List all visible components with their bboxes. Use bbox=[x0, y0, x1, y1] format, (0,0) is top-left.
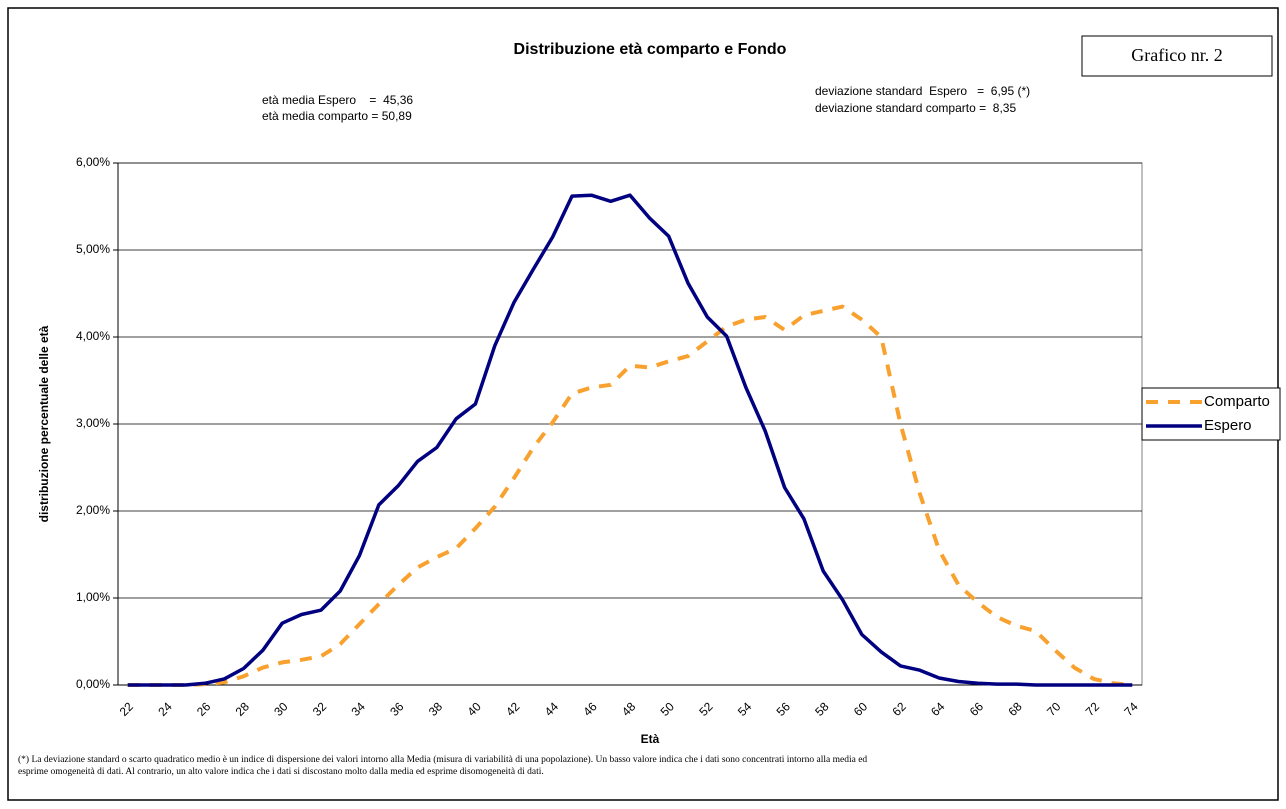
y-tick-label: 3,00% bbox=[76, 416, 110, 430]
chart-title: Distribuzione età comparto e Fondo bbox=[514, 41, 787, 58]
y-tick-label: 5,00% bbox=[76, 242, 110, 256]
annotation: età media Espero = 45,36 bbox=[262, 93, 413, 107]
x-axis-label: Età bbox=[641, 732, 660, 746]
badge: Grafico nr. 2 bbox=[1131, 45, 1222, 65]
y-tick-label: 0,00% bbox=[76, 677, 110, 691]
y-tick-label: 2,00% bbox=[76, 503, 110, 517]
footnote: esprime omogeneità di dati. Al contrario… bbox=[18, 767, 544, 777]
series-line bbox=[127, 193, 1133, 687]
legend-label: Espero bbox=[1204, 417, 1252, 434]
y-tick-label: 1,00% bbox=[76, 590, 110, 604]
y-tick-label: 6,00% bbox=[76, 155, 110, 169]
annotation: deviazione standard comparto = 8,35 bbox=[815, 101, 1016, 115]
y-axis-label: distribuzione percentuale delle età bbox=[37, 325, 51, 522]
badge-box bbox=[1081, 35, 1273, 77]
annotation: deviazione standard Espero = 6,95 (*) bbox=[815, 84, 1030, 98]
footnote: (*) La deviazione standard o scarto quad… bbox=[18, 754, 867, 765]
annotation: età media comparto = 50,89 bbox=[262, 109, 412, 123]
legend-box bbox=[1141, 387, 1281, 441]
y-tick-label: 4,00% bbox=[76, 329, 110, 343]
legend-label: Comparto bbox=[1204, 393, 1270, 410]
